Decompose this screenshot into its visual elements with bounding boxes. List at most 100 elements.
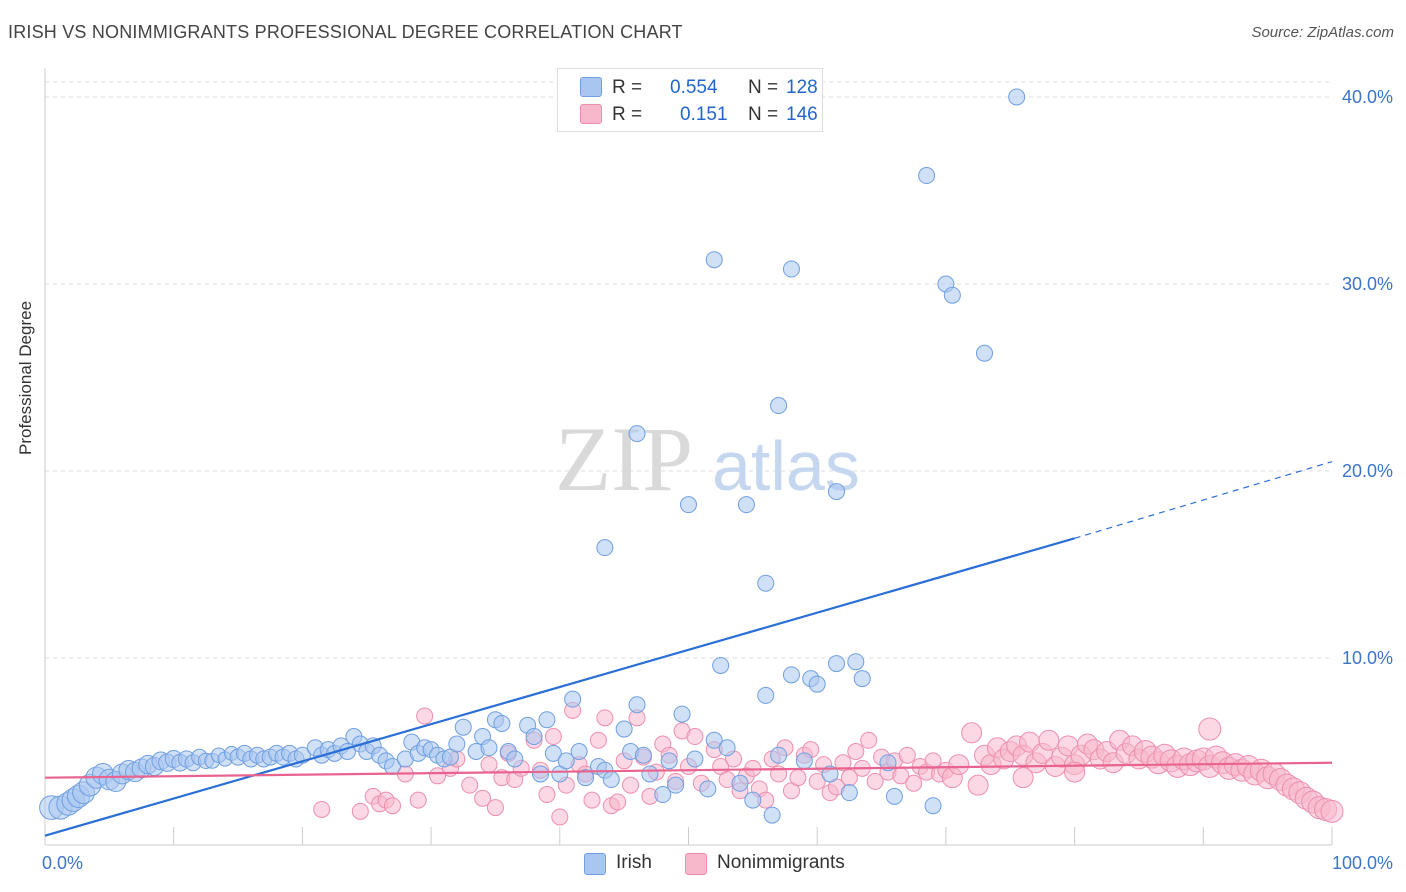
nonimmigrants-r-value: 0.151: [680, 104, 728, 125]
x-tick-label-min: 0.0%: [42, 853, 83, 873]
irish-point: [828, 483, 846, 501]
irish-point: [782, 666, 800, 684]
irish-swatch: [580, 77, 602, 97]
irish-point: [731, 774, 749, 792]
nonimmigrants-swatch: [580, 104, 602, 124]
trend-lines: [44, 461, 1333, 837]
irish-point: [680, 496, 697, 514]
irish-point: [660, 752, 678, 770]
irish-point: [602, 771, 620, 789]
stats-legend: R = 0.554 N = 128 R = 0.151 N = 146: [557, 68, 823, 132]
irish-trend-line: [44, 537, 1075, 837]
irish-point: [628, 425, 646, 443]
y-tick-label: 40.0%: [1342, 87, 1393, 107]
irish-point: [667, 776, 685, 794]
irish-point: [853, 670, 871, 688]
irish-point: [757, 574, 775, 592]
irish-point: [448, 735, 466, 753]
irish-point: [506, 750, 524, 768]
nonimmigrants-point: [474, 789, 492, 807]
grid-lines: [45, 81, 1332, 659]
nonimmigrants-point: [416, 707, 434, 725]
irish-point: [718, 739, 736, 757]
irish-point: [454, 718, 472, 736]
irish-point: [628, 696, 646, 714]
irish-point: [525, 728, 543, 746]
irish-point: [705, 251, 723, 269]
irish-point: [744, 791, 762, 809]
irish-point: [918, 167, 936, 185]
nonimmigrants-point: [847, 743, 865, 760]
nonimmigrants-point: [898, 746, 916, 764]
irish-point: [885, 787, 903, 805]
nonimmigrants-point: [834, 754, 852, 772]
irish-point: [770, 397, 788, 415]
irish-point: [615, 720, 633, 738]
nonimmigrants-point: [860, 731, 878, 749]
nonimmigrants-point: [383, 797, 401, 815]
y-tick-label: 10.0%: [1342, 648, 1393, 668]
watermark-zip: ZIP: [555, 408, 693, 510]
y-axis-label: Professional Degree: [16, 300, 35, 455]
irish-point: [570, 743, 588, 760]
source-label: Source: ZipAtlas.com: [1251, 24, 1394, 41]
irish-point: [879, 754, 897, 772]
irish-point: [641, 765, 659, 783]
irish-point: [737, 496, 755, 514]
irish-point: [557, 752, 575, 770]
nonimmigrants-point: [1064, 761, 1086, 783]
nonimmigrants-point: [461, 776, 479, 794]
nonimmigrants-point: [866, 772, 884, 790]
nonimmigrants-point: [948, 754, 970, 776]
nonimmigrants-point: [551, 808, 569, 826]
irish-point: [544, 744, 562, 762]
irish-point: [538, 711, 556, 729]
irish-point: [782, 260, 800, 278]
nonimmigrants-trend-line: [44, 761, 1333, 779]
nonimmigrants-n-label: N =: [748, 104, 779, 125]
irish-point: [795, 752, 813, 770]
irish-point: [673, 705, 691, 723]
irish-point: [808, 675, 826, 693]
nonimmigrants-point: [622, 776, 640, 794]
nonimmigrants-point: [961, 722, 983, 744]
irish-point: [634, 746, 652, 764]
irish-point: [654, 786, 672, 804]
irish-legend-label: Irish: [616, 852, 652, 873]
irish-point: [1008, 88, 1026, 106]
irish-point: [531, 765, 549, 783]
irish-point: [821, 765, 839, 783]
irish-point: [828, 655, 846, 673]
irish-point: [770, 746, 788, 764]
nonimmigrants-point: [583, 791, 601, 809]
nonimmigrants-legend-label: Nonimmigrants: [717, 852, 845, 873]
irish-point: [699, 780, 717, 798]
irish-point: [840, 784, 858, 802]
irish-point: [577, 769, 595, 787]
irish-points: [39, 88, 1026, 824]
nonimmigrants-point: [429, 767, 447, 785]
tick-labels: 10.0% 20.0% 30.0% 40.0% 0.0% 100.0%: [42, 87, 1393, 873]
nonimmigrants-point: [967, 774, 989, 796]
irish-point: [763, 806, 781, 824]
chart-title: IRISH VS NONIMMIGRANTS PROFESSIONAL DEGR…: [8, 22, 683, 42]
irish-point: [686, 750, 704, 768]
nonimmigrants-point: [789, 769, 807, 787]
nonimmigrants-point: [1038, 729, 1060, 751]
irish-point: [493, 714, 511, 732]
nonimmigrants-point: [544, 728, 562, 746]
nonimmigrants-point: [538, 786, 556, 804]
nonimmigrants-point: [686, 728, 704, 746]
nonimmigrants-point: [480, 756, 498, 774]
irish-point: [976, 344, 994, 362]
nonimmigrants-r-label: R =: [612, 104, 643, 125]
irish-point: [847, 653, 865, 671]
y-tick-label: 20.0%: [1342, 461, 1393, 481]
irish-trend-extension: [1074, 461, 1333, 539]
nonimmigrants-n-value: 146: [786, 104, 818, 125]
nonimmigrants-point: [596, 709, 614, 727]
nonimmigrants-point: [1198, 717, 1222, 741]
nonimmigrants-point: [313, 800, 331, 818]
nonimmigrants-point: [589, 731, 607, 749]
